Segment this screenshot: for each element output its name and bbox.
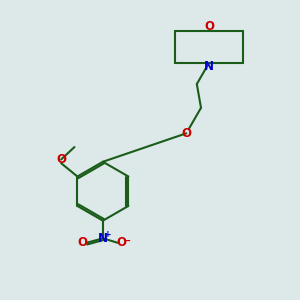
Text: O: O <box>204 20 214 33</box>
Text: N: N <box>98 232 108 245</box>
Text: O: O <box>116 236 126 249</box>
Text: N: N <box>204 61 214 74</box>
Text: −: − <box>123 236 131 246</box>
Text: +: + <box>104 230 112 239</box>
Text: O: O <box>56 153 66 166</box>
Text: O: O <box>181 127 191 140</box>
Text: O: O <box>78 236 88 249</box>
